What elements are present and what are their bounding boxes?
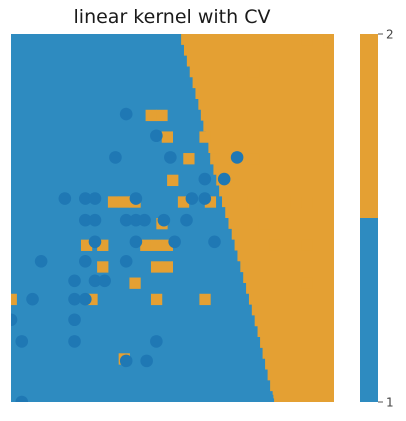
region-patch [237,196,249,208]
region-patch [97,239,109,251]
region-patch [150,261,163,273]
data-point [185,192,199,205]
data-point [140,354,153,368]
data-point [78,192,92,205]
region-patch [247,196,260,208]
data-point [157,213,171,227]
region-patch [301,196,313,208]
region-patch [247,153,260,165]
data-point [129,192,143,205]
data-point [119,107,133,121]
region-class-2 [181,34,334,402]
data-point [68,292,81,306]
data-point [88,235,102,249]
data-point [88,192,102,205]
region-patch [323,34,334,46]
region-patch [161,131,173,143]
data-point [78,254,92,268]
data-point [217,172,231,186]
data-point [68,335,81,348]
data-point [88,213,102,227]
data-point [150,129,163,143]
data-point [11,313,18,327]
data-point [138,213,151,227]
region-patch [269,239,281,251]
region-patch [11,293,17,306]
chart-title: linear kernel with CV [73,6,271,28]
region-patch [258,218,270,230]
region-patch [140,239,152,251]
colorbar-segment-2 [360,34,378,218]
region-patch [301,34,313,46]
data-point [164,151,177,164]
region-patch [97,261,109,273]
data-point [208,235,221,249]
region-patch [301,277,313,289]
data-point [78,213,92,227]
region-patch [167,174,179,187]
colorbar-tick-label: 2 [386,28,394,42]
region-patch [80,239,93,251]
region-patch [118,196,130,208]
region-patch [86,293,98,306]
data-point [15,335,29,348]
region-patch [301,239,313,251]
data-point [109,151,122,164]
data-point [198,172,212,186]
region-patch [145,109,157,122]
region-patch [156,109,168,122]
region-patch [177,196,190,208]
data-point [168,235,181,249]
region-patch [183,153,195,165]
region-patch [290,196,303,208]
region-patch [199,293,211,306]
region-patch [247,66,260,78]
data-point [119,213,133,227]
colorbar-tick-label: 1 [386,396,394,410]
region-patch [129,277,141,289]
data-point [98,274,111,288]
data-point [78,292,92,306]
data-point [68,274,81,288]
data-point [15,395,29,402]
region-patch [199,131,211,143]
region-patch [150,293,163,306]
data-point [68,313,81,327]
data-point [230,151,244,164]
data-point [88,274,102,288]
data-point [180,213,193,227]
data-point [150,335,163,348]
region-patch [107,196,120,208]
data-point [58,192,72,205]
data-point [129,235,143,249]
data-point [129,213,143,227]
region-patch [161,261,173,273]
data-point [198,192,212,205]
data-point [26,292,39,306]
region-patch [210,153,222,165]
data-point [34,254,48,268]
region-patch [161,239,173,251]
data-point [119,254,133,268]
region-patch [150,239,163,251]
region-patch [204,196,217,208]
colorbar-segment-1 [360,218,378,402]
data-point [119,354,133,368]
